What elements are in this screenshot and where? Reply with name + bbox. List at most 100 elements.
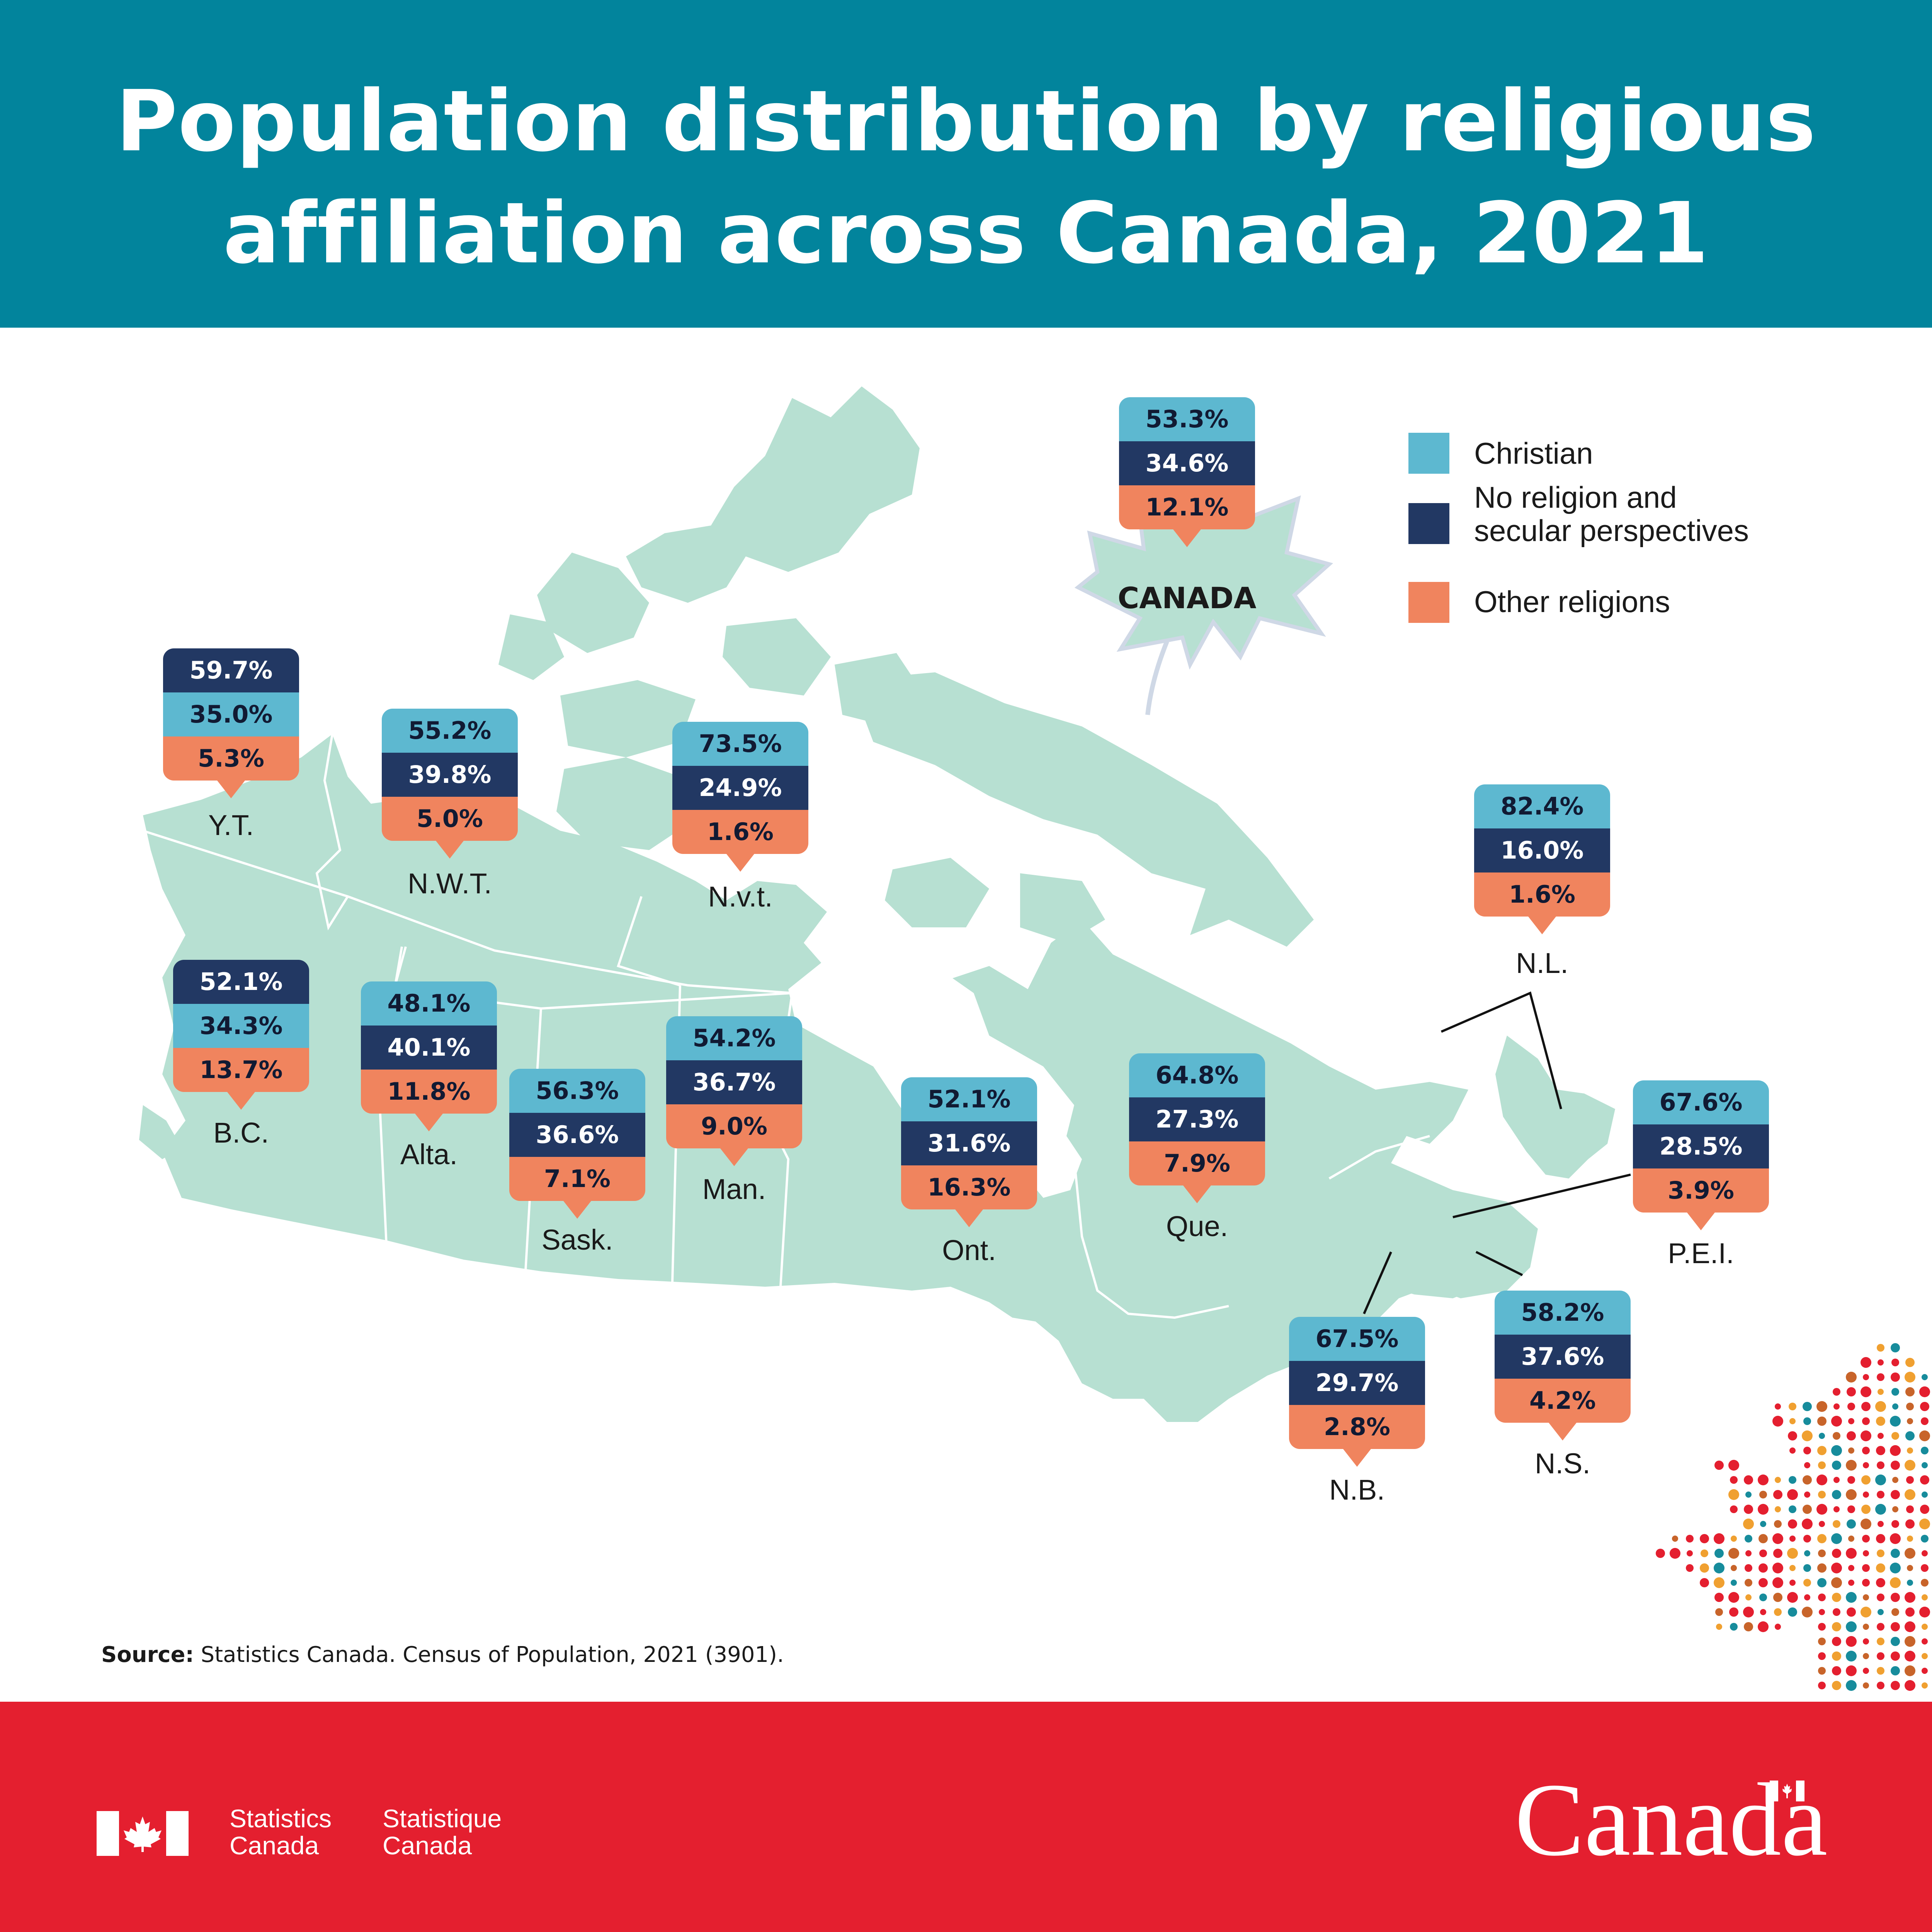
decorative-dot — [1847, 1403, 1855, 1410]
agency-fr-line2: Canada — [383, 1831, 472, 1860]
other-religions-value: 16.3% — [901, 1165, 1037, 1209]
region-label: Que. — [1166, 1210, 1228, 1242]
decorative-dot — [1863, 1492, 1869, 1498]
decorative-dot — [1919, 1386, 1930, 1397]
decorative-dot — [1833, 1403, 1840, 1410]
no-religion-value: 37.6% — [1495, 1335, 1631, 1379]
decorative-dot — [1728, 1592, 1739, 1603]
decorative-dot — [1716, 1624, 1722, 1630]
region-que: 64.8% 27.3% 7.9% Que. — [1129, 1053, 1265, 1242]
decorative-dot — [1905, 1607, 1915, 1617]
decorative-dot — [1773, 1549, 1782, 1558]
decorative-dot — [1905, 1460, 1915, 1471]
decorative-dot — [1876, 1446, 1885, 1455]
region-nb: 67.5% 29.7% 2.8% N.B. — [1289, 1317, 1425, 1506]
decorative-dot — [1819, 1433, 1825, 1439]
header-banner: Population distribution by religious aff… — [0, 0, 1932, 328]
decorative-dot — [1847, 1607, 1856, 1617]
decorative-dot — [1714, 1593, 1724, 1602]
decorative-dot — [1730, 1476, 1738, 1484]
province-borders — [143, 734, 1430, 1319]
decorative-dot — [1876, 1417, 1885, 1426]
decorative-dot — [1922, 1462, 1928, 1468]
decorative-dot — [1920, 1402, 1929, 1411]
region-label: N.v.t. — [708, 881, 773, 913]
title-line-2: affiliation across Canada, 2021 — [223, 185, 1709, 282]
decorative-dot — [1905, 1665, 1915, 1676]
other-religions-value: 4.2% — [1495, 1379, 1631, 1423]
region-label: P.E.I. — [1668, 1237, 1734, 1269]
decorative-dot — [1700, 1578, 1709, 1587]
region-ns: 58.2% 37.6% 4.2% N.S. — [1495, 1291, 1631, 1480]
legend-label-christian: Christian — [1474, 436, 1593, 470]
decorative-dot — [1861, 1430, 1871, 1441]
arctic-islands — [537, 553, 649, 653]
decorative-dot — [1788, 1607, 1797, 1617]
decorative-dot — [1745, 1579, 1752, 1587]
decorative-dot — [1891, 1681, 1900, 1690]
region-nl: 82.4% 16.0% 1.6% N.L. — [1474, 784, 1610, 979]
decorative-dot — [1891, 1359, 1899, 1366]
legend-label-other: Other religions — [1474, 585, 1670, 619]
decorative-dot — [1905, 1358, 1915, 1367]
christian-value: 64.8% — [1129, 1053, 1265, 1097]
decorative-dot — [1890, 1577, 1901, 1588]
decorative-dot — [1818, 1461, 1826, 1469]
decorative-dot — [1905, 1651, 1915, 1662]
region-label: N.S. — [1535, 1447, 1590, 1480]
pointer — [1343, 1449, 1371, 1467]
canada-flag-icon — [97, 1811, 189, 1856]
decorative-dot — [1863, 1682, 1869, 1689]
no-religion-value: 34.6% — [1119, 441, 1255, 485]
decorative-dot — [1758, 1504, 1769, 1515]
decorative-dot — [1789, 1418, 1796, 1424]
decorative-dot — [1891, 1490, 1900, 1499]
decorative-dot — [1875, 1504, 1886, 1515]
decorative-dot — [1759, 1534, 1768, 1543]
decorative-dot — [1861, 1402, 1871, 1411]
decorative-dot — [1818, 1682, 1826, 1689]
decorative-dot — [1758, 1475, 1769, 1485]
decorative-dot — [1818, 1623, 1826, 1631]
decorative-dot — [1787, 1592, 1798, 1603]
region-label: N.B. — [1329, 1474, 1385, 1506]
decorative-dot — [1922, 1638, 1928, 1645]
decorative-dot — [1905, 1548, 1915, 1559]
decorative-dot — [1848, 1418, 1854, 1424]
region-label: B.C. — [213, 1117, 269, 1149]
no-religion-value: 36.6% — [509, 1113, 645, 1157]
no-religion-value: 59.7% — [163, 648, 299, 692]
region-pei-box: 67.6% 28.5% 3.9% — [1633, 1080, 1769, 1213]
decorative-dot — [1847, 1431, 1856, 1440]
decorative-dot — [1803, 1475, 1812, 1485]
decorative-dot — [1847, 1505, 1855, 1513]
decorative-dot — [1803, 1447, 1811, 1454]
decorative-dot — [1907, 1447, 1913, 1454]
decorative-dot — [1817, 1563, 1827, 1573]
decorative-dot — [1789, 1476, 1796, 1484]
decorative-dot — [1863, 1594, 1869, 1600]
decorative-dot — [1775, 1477, 1781, 1483]
decorative-dot — [1861, 1505, 1871, 1514]
pointer — [720, 1148, 748, 1166]
decorative-dot — [1774, 1608, 1782, 1616]
region-nl-box: 82.4% 16.0% 1.6% — [1474, 784, 1610, 917]
decorative-dot — [1773, 1490, 1782, 1499]
decorative-dot — [1831, 1577, 1842, 1588]
decorative-dot — [1877, 1594, 1884, 1601]
decorative-dot — [1846, 1460, 1857, 1471]
no-religion-value: 27.3% — [1129, 1097, 1265, 1141]
decorative-dot — [1744, 1475, 1753, 1485]
no-religion-value: 31.6% — [901, 1121, 1037, 1165]
decorative-dot — [1831, 1563, 1842, 1573]
decorative-dot — [1877, 1638, 1884, 1645]
decorative-dot — [1714, 1563, 1725, 1573]
region-label: Y.T. — [208, 809, 254, 841]
decorative-dot — [1832, 1651, 1841, 1661]
decorative-dot — [1891, 1372, 1900, 1382]
maple-leaf-stem — [1145, 640, 1169, 715]
decorative-dot — [1802, 1607, 1813, 1617]
decorative-dot — [1745, 1550, 1752, 1556]
decorative-dot — [1891, 1622, 1900, 1631]
